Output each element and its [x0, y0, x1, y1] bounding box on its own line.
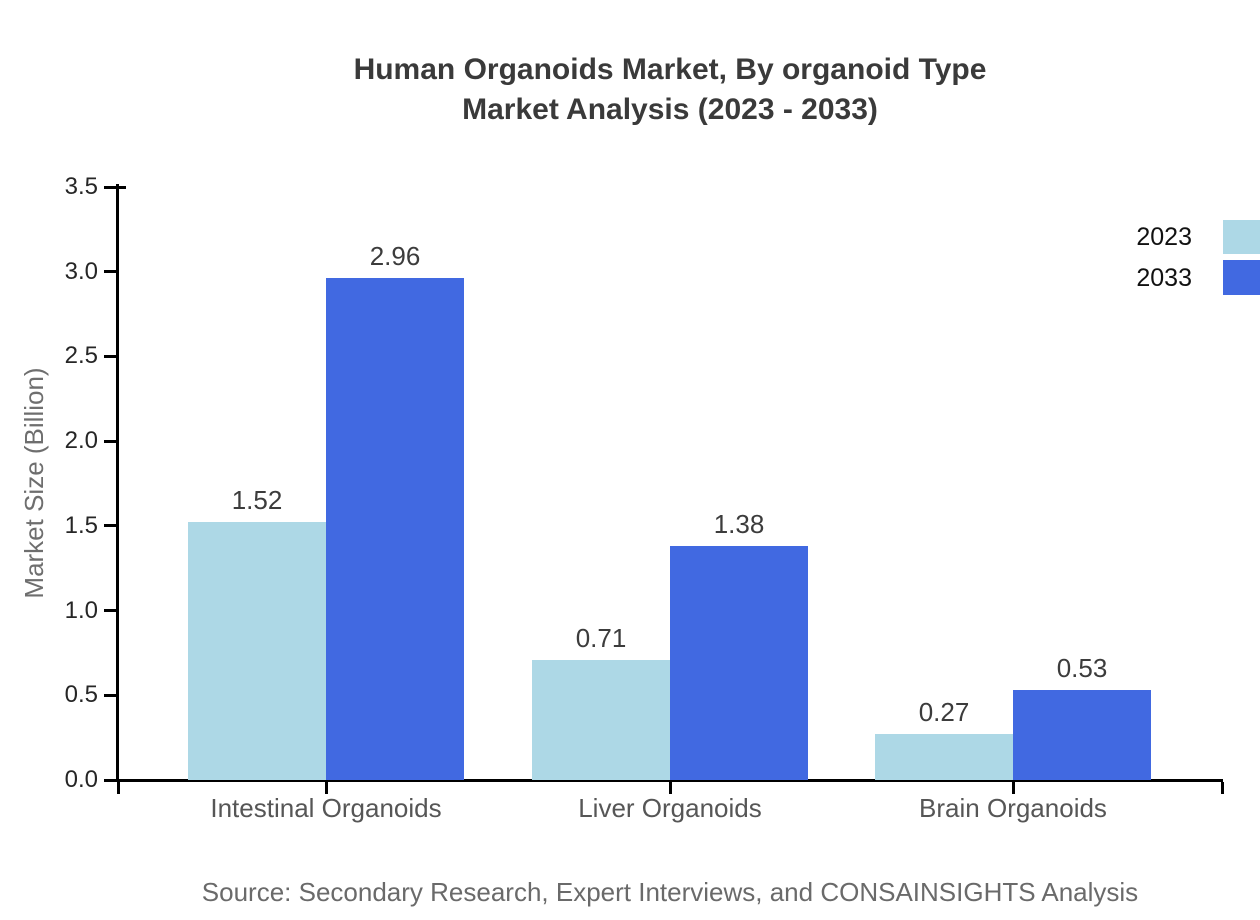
- y-tick: [104, 354, 116, 358]
- value-label-2023-intestinal-organoids: 1.52: [231, 485, 283, 516]
- y-tick: [104, 693, 116, 697]
- y-tick-label: 0.0: [64, 766, 98, 793]
- chart-title: Human Organoids Market, By organoid Type…: [70, 50, 1260, 130]
- bar-2023-brain-organoids: [875, 734, 1013, 780]
- category-label-liver-organoids: Liver Organoids: [578, 793, 762, 823]
- y-tick-label: 0.5: [64, 681, 98, 709]
- legend-label-2023: 2023: [1136, 223, 1192, 251]
- value-label-2033-intestinal-organoids: 2.96: [369, 241, 421, 272]
- y-tick: [104, 778, 116, 782]
- y-tick: [104, 270, 116, 274]
- x-tick: [668, 782, 672, 794]
- y-tick: [104, 524, 116, 528]
- y-tick-label: 3.5: [64, 173, 98, 200]
- x-tick: [1220, 782, 1224, 794]
- legend-swatch-2033: [1223, 260, 1260, 295]
- x-tick: [1011, 782, 1015, 794]
- y-axis-line: [115, 184, 119, 782]
- x-tick: [324, 782, 328, 794]
- y-tick-label: 1.5: [64, 511, 98, 539]
- y-tick-label: 2.5: [64, 342, 98, 370]
- bar-2023-liver-organoids: [532, 659, 670, 780]
- category-label-brain-organoids: Brain Organoids: [919, 793, 1107, 823]
- bar-2033-brain-organoids: [1013, 690, 1151, 780]
- y-tick: [104, 439, 116, 443]
- source-note: Source: Secondary Research, Expert Inter…: [201, 877, 1139, 907]
- bar-2033-liver-organoids: [670, 546, 808, 780]
- y-tick: [104, 609, 116, 613]
- y-tick: [104, 185, 126, 189]
- y-tick-label: 2.0: [64, 427, 98, 455]
- x-tick: [116, 782, 120, 794]
- x-axis-line: [115, 779, 1223, 782]
- value-label-2033-brain-organoids: 0.53: [1056, 653, 1108, 684]
- value-label-2033-liver-organoids: 1.38: [713, 509, 765, 540]
- bar-2033-intestinal-organoids: [326, 278, 464, 780]
- y-tick-label: 3.0: [64, 257, 98, 285]
- chart-title-line2: Market Analysis (2023 - 2033): [462, 93, 878, 126]
- legend-swatch-2023: [1223, 220, 1260, 254]
- category-label-intestinal-organoids: Intestinal Organoids: [210, 793, 442, 823]
- value-label-2023-liver-organoids: 0.71: [575, 622, 627, 653]
- legend-label-2033: 2033: [1136, 263, 1192, 292]
- value-label-2023-brain-organoids: 0.27: [918, 697, 970, 728]
- y-tick-label: 1.0: [64, 596, 98, 624]
- chart-title-line1: Human Organoids Market, By organoid Type: [353, 53, 987, 86]
- bar-2023-intestinal-organoids: [188, 522, 326, 780]
